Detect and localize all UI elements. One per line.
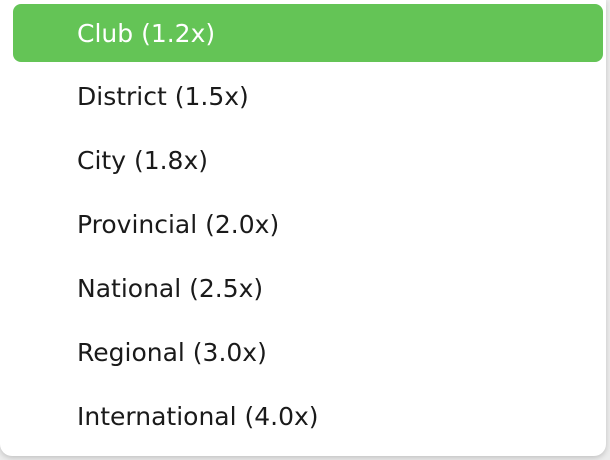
option-district[interactable]: District (1.5x) [13,67,603,125]
option-label: Club (1.2x) [77,18,216,48]
option-national[interactable]: National (2.5x) [13,259,603,317]
option-club[interactable]: Club (1.2x) [13,4,603,62]
option-regional[interactable]: Regional (3.0x) [13,323,603,381]
option-international[interactable]: International (4.0x) [13,387,603,445]
option-label: City (1.8x) [77,145,209,175]
option-label: International (4.0x) [77,401,319,431]
option-label: Regional (3.0x) [77,337,267,367]
option-label: District (1.5x) [77,81,249,111]
option-city[interactable]: City (1.8x) [13,131,603,189]
option-provincial[interactable]: Provincial (2.0x) [13,195,603,253]
option-label: Provincial (2.0x) [77,209,280,239]
option-label: National (2.5x) [77,273,264,303]
